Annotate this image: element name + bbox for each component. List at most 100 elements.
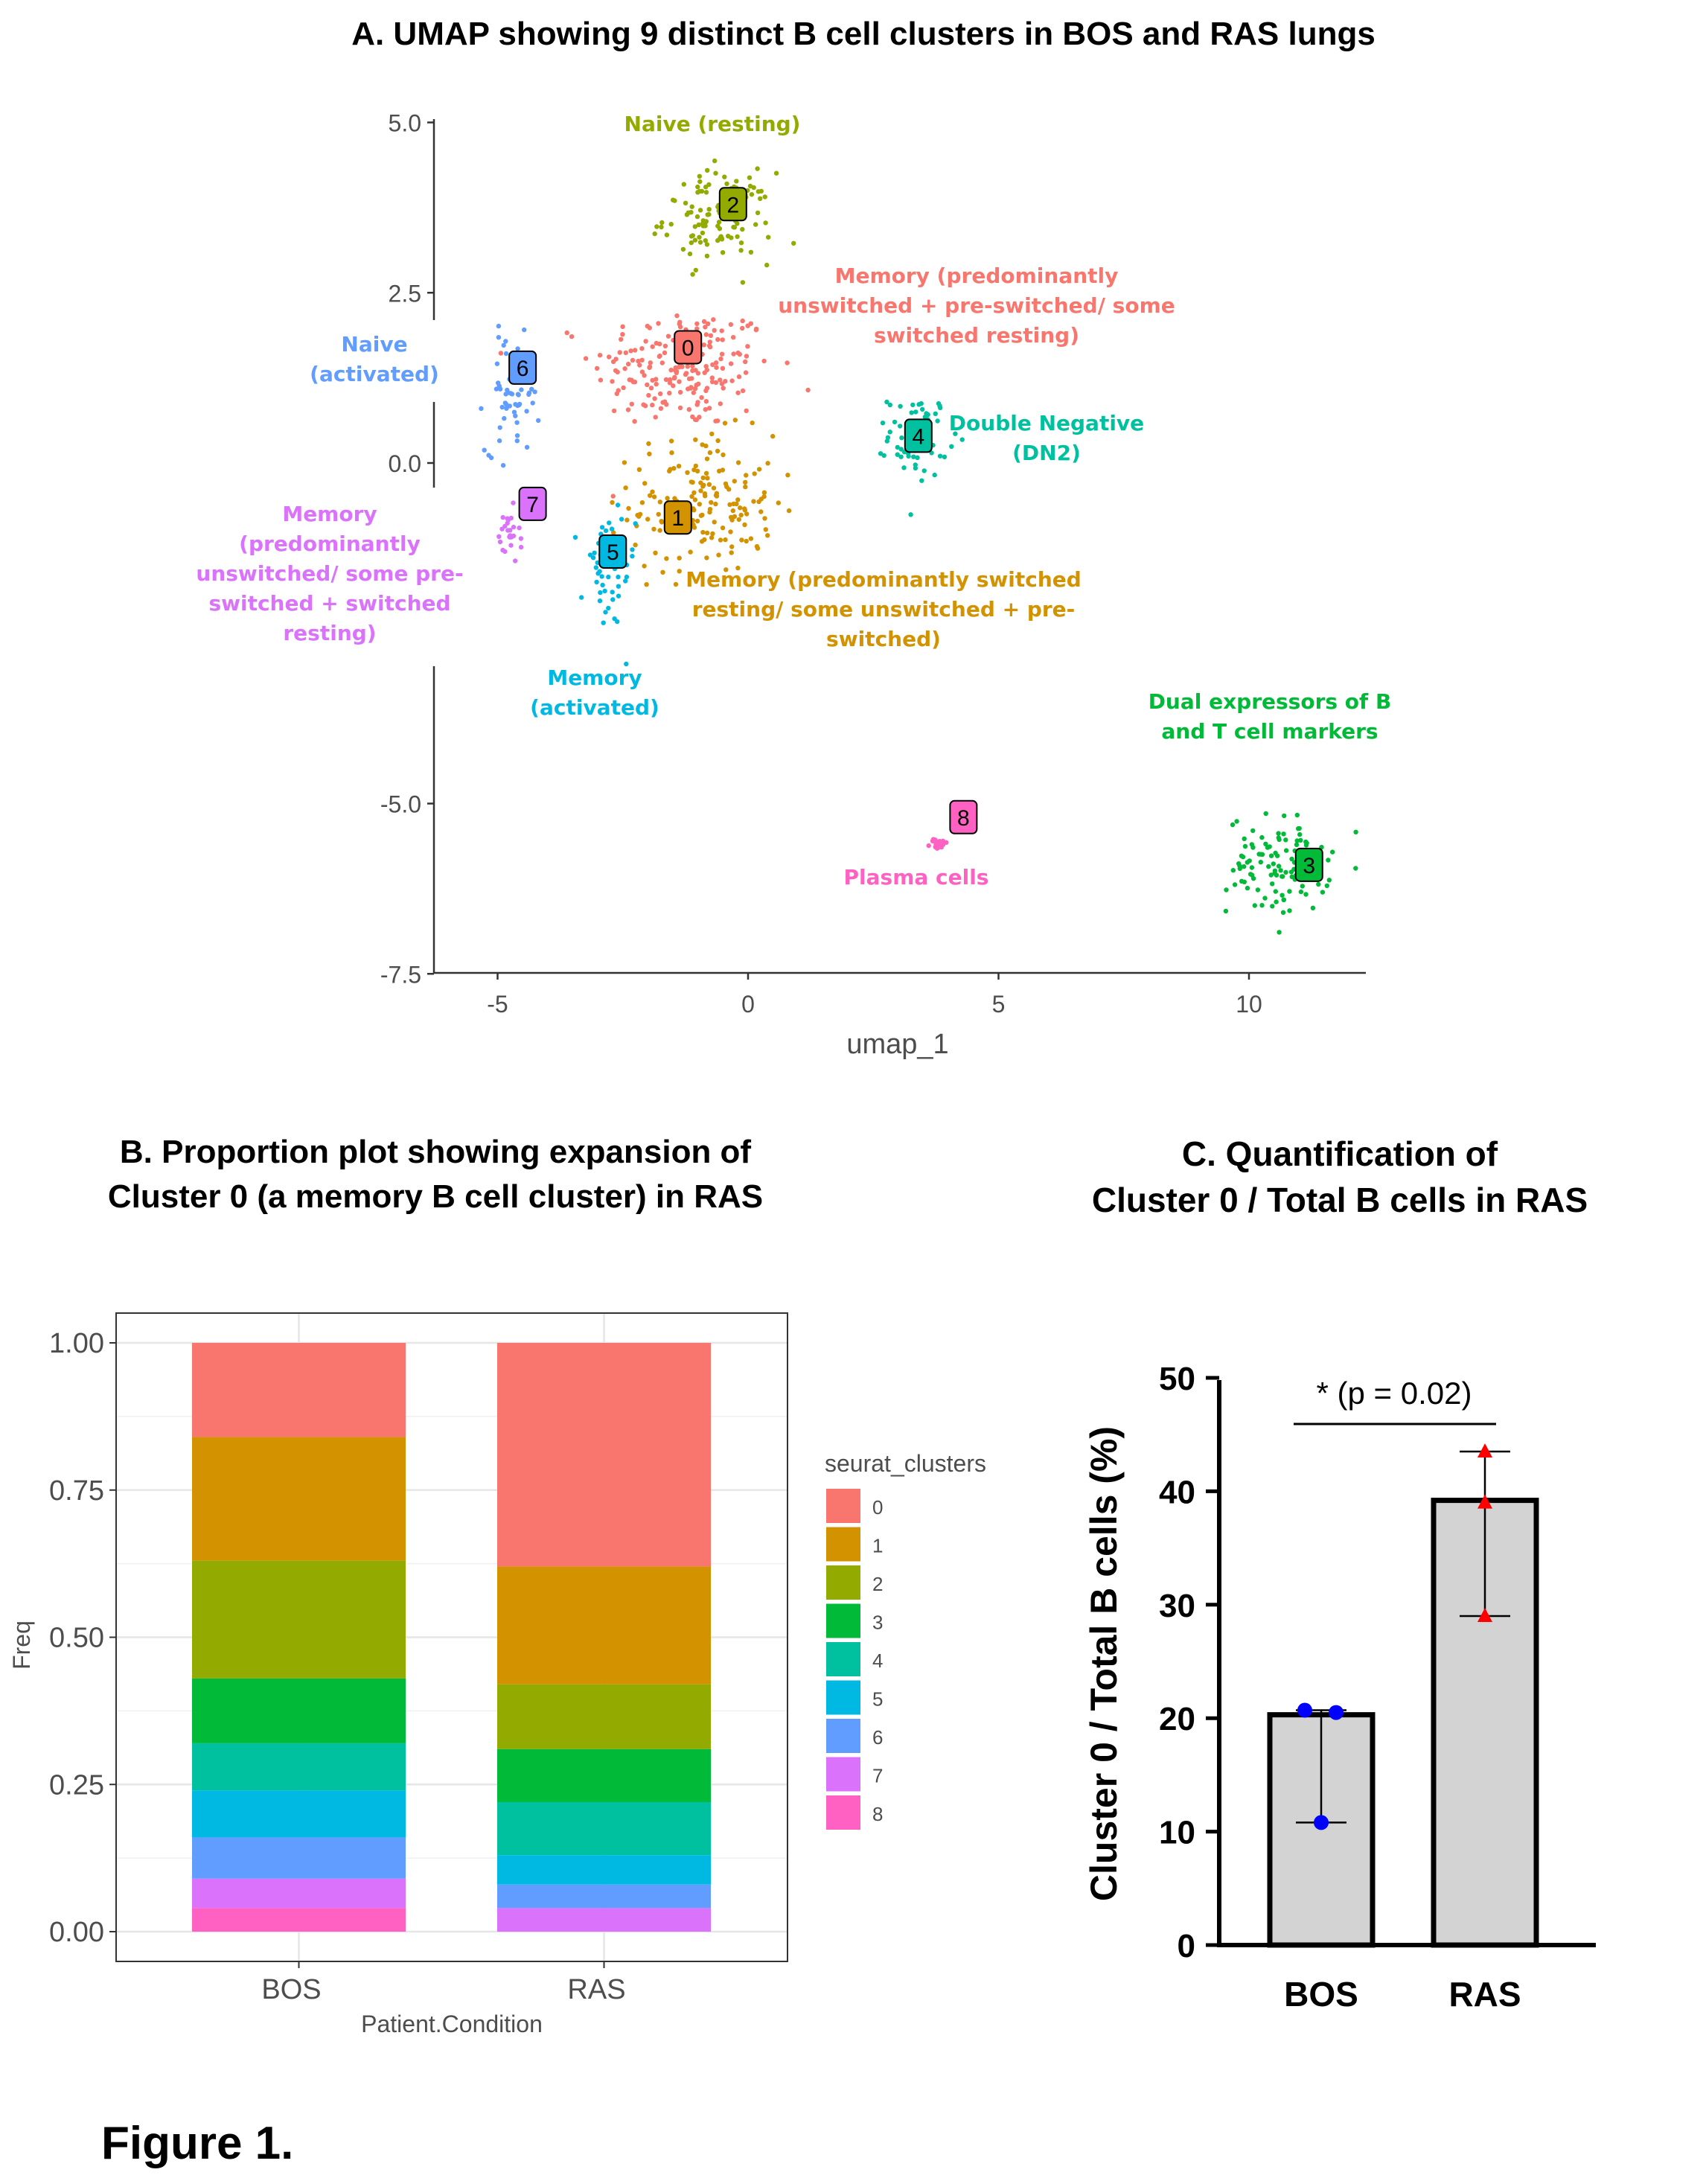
umap-point	[653, 415, 658, 420]
umap-point	[704, 555, 709, 561]
umap-point	[669, 450, 674, 456]
umap-point	[753, 222, 758, 227]
umap-point	[656, 354, 662, 360]
umap-point	[496, 534, 502, 539]
umap-point	[728, 529, 733, 534]
umap-point	[765, 461, 770, 466]
umap-point	[1297, 826, 1302, 831]
umap-point	[1277, 837, 1282, 843]
umap-point	[610, 590, 615, 595]
umap-point	[732, 479, 737, 484]
cluster-annotation-1: Memory (predominantly switched	[686, 567, 1082, 592]
umap-point	[514, 433, 520, 438]
umap-point	[496, 323, 502, 329]
cluster-annotation-7: (predominantly	[239, 531, 421, 556]
umap-point	[642, 373, 647, 378]
umap-point	[765, 533, 770, 538]
umap-point	[672, 374, 677, 380]
umap-point	[610, 499, 615, 505]
umap-point	[1242, 843, 1248, 849]
umap-point	[715, 448, 721, 454]
umap-point	[740, 226, 745, 232]
umap-point	[599, 525, 605, 530]
umap-point	[505, 516, 510, 521]
umap-point	[645, 382, 650, 388]
bars	[1267, 1443, 1539, 1948]
umap-point	[691, 390, 696, 395]
umap-point	[606, 574, 611, 580]
umap-point	[723, 379, 728, 384]
bar-segment-RAS-cluster-0	[497, 1343, 711, 1567]
cluster-annotation-5: (activated)	[530, 695, 659, 720]
umap-point	[674, 368, 680, 374]
umap-point	[620, 332, 625, 337]
umap-point	[622, 460, 627, 465]
umap-point	[664, 232, 670, 237]
umap-point	[1273, 889, 1279, 894]
umap-point	[909, 410, 914, 415]
umap-point	[1236, 861, 1242, 866]
umap-point	[642, 481, 648, 486]
cluster-annotation-7: switched + switched	[208, 591, 450, 616]
umap-point	[671, 383, 676, 389]
cluster-label-2: 2	[726, 193, 739, 217]
umap-point	[744, 354, 750, 359]
umap-point	[711, 485, 717, 491]
umap-point	[693, 437, 698, 442]
umap-point	[514, 420, 520, 425]
umap-point	[662, 399, 668, 404]
umap-point	[1298, 889, 1304, 895]
umap-point	[926, 843, 931, 849]
umap-point	[656, 321, 661, 326]
x-tick-label: RAS	[567, 1974, 625, 2005]
umap-point	[1268, 872, 1274, 878]
umap-point	[1297, 831, 1303, 837]
umap-point	[729, 235, 734, 240]
umap-point	[1262, 895, 1268, 901]
umap-point	[933, 411, 939, 416]
umap-point	[898, 447, 904, 452]
umap-point	[697, 240, 703, 245]
y-tick-label: 20	[1159, 1701, 1195, 1737]
umap-point	[662, 350, 668, 356]
umap-point	[1330, 849, 1335, 855]
bar-segment-BOS-cluster-5	[192, 1790, 406, 1838]
umap-point	[690, 233, 695, 238]
umap-point	[1304, 840, 1309, 846]
umap-point	[743, 370, 749, 375]
umap-point	[898, 424, 903, 429]
umap-point	[884, 438, 890, 444]
umap-point	[1281, 831, 1286, 837]
umap-point	[776, 500, 782, 505]
umap-point	[908, 512, 913, 517]
umap-point	[740, 280, 746, 285]
umap-point	[629, 401, 634, 406]
umap-point	[720, 250, 726, 255]
umap-point	[1326, 858, 1331, 863]
umap-point	[738, 240, 744, 246]
umap-point	[514, 438, 520, 444]
cluster-label-7: 7	[526, 493, 539, 517]
data-point-BOS	[1314, 1815, 1329, 1830]
cluster-annotation-3: Dual expressors of B	[1148, 689, 1392, 714]
umap-point	[703, 190, 709, 195]
y-axis-ticks: 0.00 0.25 0.50 0.75 1.00	[49, 1328, 116, 1948]
umap-point	[1353, 866, 1358, 871]
umap-point	[702, 537, 707, 543]
umap-point	[593, 565, 598, 570]
umap-point	[498, 351, 504, 356]
bar-segment-BOS-cluster-1	[192, 1437, 406, 1561]
legend-label: 2	[872, 1573, 883, 1595]
umap-point	[754, 543, 760, 549]
umap-point	[887, 430, 892, 435]
umap-point	[913, 409, 919, 415]
legend-key-7	[826, 1757, 860, 1792]
umap-point	[610, 379, 615, 384]
umap-point	[497, 539, 503, 545]
umap-point	[731, 335, 736, 340]
umap-point	[1249, 865, 1255, 870]
umap-point	[748, 249, 754, 255]
legend-key-8	[826, 1795, 860, 1830]
umap-point	[707, 345, 713, 350]
umap-point	[493, 386, 499, 392]
